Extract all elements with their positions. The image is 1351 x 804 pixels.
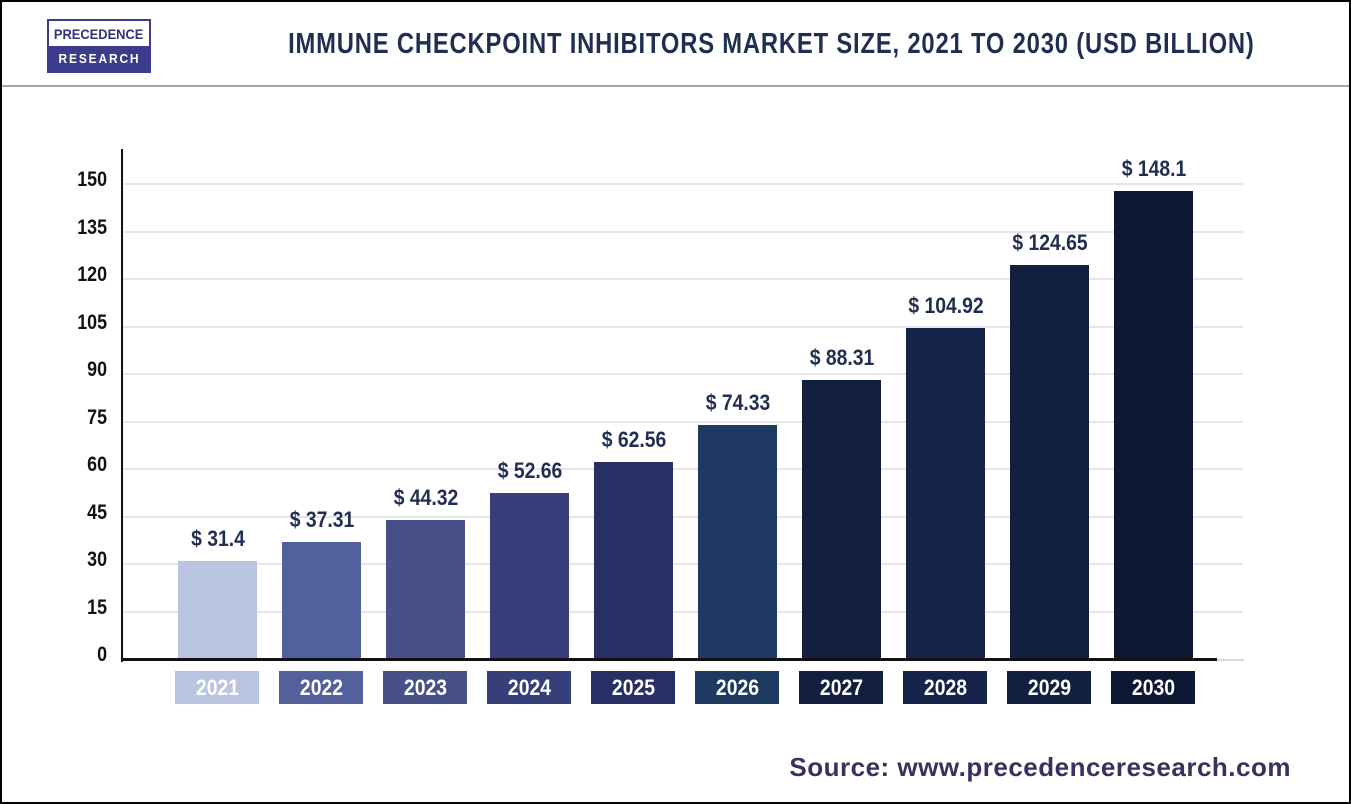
bar-2026: $ 74.33 (698, 390, 777, 660)
y-tick-label: 135 (77, 215, 107, 239)
x-tick-label: 2021 (195, 675, 239, 700)
chart-title: IMMUNE CHECKPOINT INHIBITORS MARKET SIZE… (288, 28, 1255, 60)
x-axis-labels: 2021 2022 2023 2024 2025 2026 2027 2028 2029 2030 (123, 671, 1216, 704)
gridline (123, 468, 1243, 470)
x-tick-2027: 2027 (799, 671, 883, 704)
x-tick-label: 2027 (819, 675, 863, 700)
bar-value-label: $ 88.31 (809, 345, 874, 371)
bar-2030: $ 148.1 (1114, 156, 1193, 660)
bar-2024: $ 52.66 (490, 458, 569, 660)
y-axis-labels: 0 15 30 45 60 75 90 105 120 135 150 (2, 168, 107, 666)
y-tick-label: 75 (87, 405, 107, 429)
x-axis-extension (1217, 659, 1244, 661)
gridline (123, 183, 1243, 185)
x-tick-2021: 2021 (175, 671, 259, 704)
y-tick-label: 105 (77, 310, 107, 334)
bar-2023: $ 44.32 (386, 485, 465, 660)
logo-line-2: RESEARCH (49, 46, 149, 71)
gridline (123, 325, 1243, 328)
y-tick-label: 30 (87, 548, 107, 571)
y-tick-label: 0 (97, 643, 107, 666)
x-tick-label: 2022 (299, 675, 343, 700)
x-tick-2029: 2029 (1007, 671, 1091, 704)
bar-value-label: $ 148.1 (1121, 156, 1186, 182)
bar-value-label: $ 44.32 (393, 484, 458, 510)
bar-2022: $ 37.31 (282, 507, 361, 660)
logo-line-1: PRECEDENCE (49, 21, 149, 46)
x-tick-label: 2029 (1027, 675, 1071, 700)
header-divider (2, 85, 1349, 87)
bar-2028: $ 104.92 (906, 293, 985, 660)
x-axis-line (121, 658, 1217, 661)
logo-text-research: RESEARCH (58, 51, 140, 66)
gridline (123, 420, 1243, 423)
y-tick-label: 60 (87, 453, 107, 476)
bar-2027: $ 88.31 (802, 345, 881, 660)
bar-2025: $ 62.56 (594, 427, 673, 660)
bar-value-label: $ 104.92 (907, 292, 984, 318)
logo-text-precedence: PRECEDENCE (54, 25, 144, 42)
x-tick-2025: 2025 (591, 671, 675, 704)
bar-2029: $ 124.65 (1010, 230, 1089, 660)
y-tick-label: 150 (77, 168, 107, 191)
bar-value-label: $ 37.31 (289, 506, 354, 532)
gridline (123, 515, 1243, 518)
x-tick-label: 2024 (507, 675, 551, 700)
x-tick-2030: 2030 (1111, 671, 1195, 704)
bar-value-label: $ 31.4 (190, 525, 245, 551)
x-tick-2023: 2023 (383, 671, 467, 704)
gridline (123, 610, 1243, 613)
x-tick-label: 2023 (403, 675, 447, 700)
x-tick-label: 2025 (611, 675, 655, 700)
y-tick-label: 15 (87, 595, 107, 619)
bar-value-label: $ 62.56 (601, 426, 666, 452)
bar-value-label: $ 74.33 (705, 389, 770, 415)
y-axis-line (121, 149, 123, 662)
plot-area (123, 183, 1243, 660)
x-tick-label: 2026 (715, 675, 759, 700)
precedence-research-logo: PRECEDENCE RESEARCH (47, 19, 151, 73)
y-tick-label: 45 (87, 500, 107, 524)
bars: $ 31.4 $ 37.31 $ 44.32 $ 52.66 $ 62.56 $ 74.3… (123, 156, 1216, 660)
source-attribution: Source: www.precedenceresearch.com (789, 752, 1291, 782)
gridline (123, 373, 1243, 375)
gridline (123, 563, 1243, 565)
x-tick-label: 2028 (923, 675, 967, 700)
y-tick-label: 90 (87, 358, 107, 381)
x-tick-2028: 2028 (903, 671, 987, 704)
bar-2021: $ 31.4 (178, 526, 257, 660)
bar-value-label: $ 52.66 (497, 458, 562, 484)
y-tick-label: 120 (77, 263, 107, 286)
x-tick-2022: 2022 (279, 671, 363, 704)
x-tick-2026: 2026 (695, 671, 779, 704)
gridline (123, 278, 1243, 280)
bar-value-label: $ 124.65 (1011, 230, 1088, 256)
x-tick-2024: 2024 (487, 671, 571, 704)
x-tick-label: 2030 (1131, 675, 1175, 700)
gridline (123, 230, 1243, 233)
